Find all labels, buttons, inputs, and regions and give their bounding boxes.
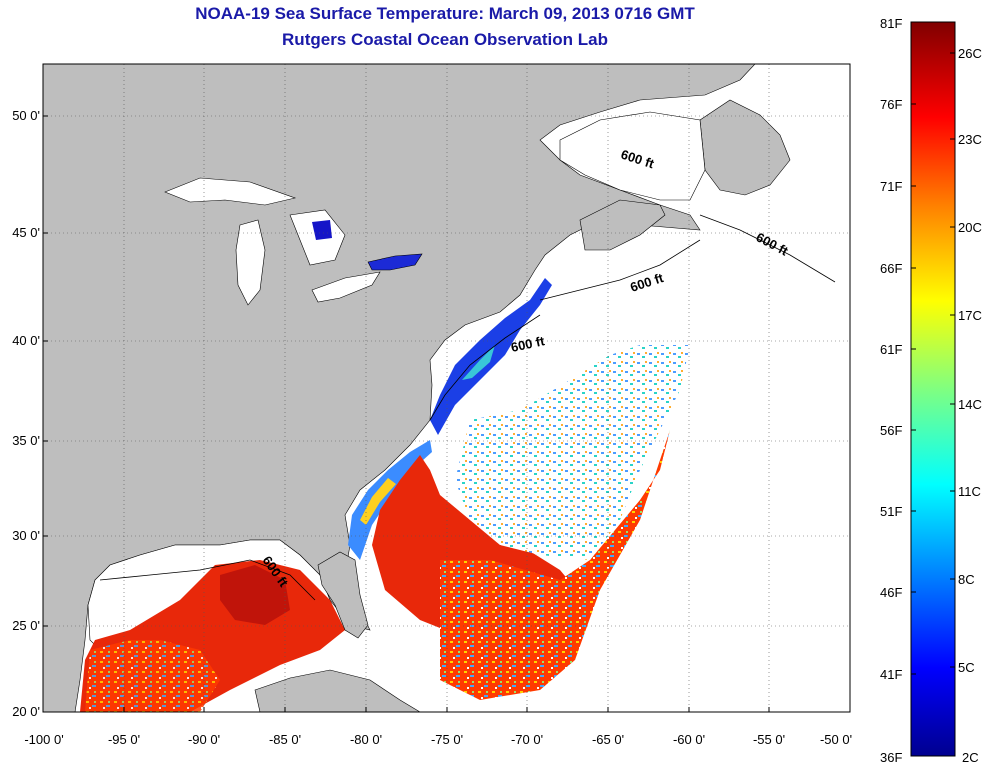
colorbar-c-label: 23C: [958, 132, 982, 147]
colorbar-f-label: 56F: [880, 423, 903, 438]
newfoundland-land: [699, 99, 791, 196]
colorbar-c-label: 2C: [962, 750, 979, 765]
colorbar-f-label: 76F: [880, 97, 903, 112]
isobath-600ft-line: [99, 214, 836, 601]
colorbar-c-label: 8C: [958, 572, 975, 587]
colorbar-c-label: 11C: [958, 484, 981, 499]
lat-label: 25 0': [12, 618, 40, 633]
lake-michigan: [235, 219, 266, 306]
lat-label: 30 0': [12, 528, 40, 543]
lon-label: -90 0': [187, 732, 221, 747]
loop-current: [220, 565, 290, 625]
sargasso-speckle: [440, 430, 670, 700]
colorbar-f-label: 66F: [880, 261, 903, 276]
lake-erie: [311, 271, 381, 303]
colorbar-c-label: 14C: [958, 397, 982, 412]
offshore-patchy-data: [455, 345, 690, 560]
lon-label: -75 0': [430, 732, 464, 747]
gulf-st-lawrence: [559, 111, 706, 201]
shelf-warm-edge: [462, 345, 495, 380]
colorbar-f-label: 81F: [880, 16, 903, 31]
lon-label: -80 0': [349, 732, 383, 747]
colorbar-f-label: 41F: [880, 667, 903, 682]
florida-land: [317, 551, 369, 639]
colorbar-f-label: 46F: [880, 585, 903, 600]
lake-superior: [164, 177, 297, 206]
colorbar-f-label: 51F: [880, 504, 903, 519]
lake-ontario: [367, 253, 423, 271]
lat-label: 20 0': [12, 704, 40, 719]
lon-label: -65 0': [591, 732, 625, 747]
isobath-label: 600 ft: [510, 333, 547, 355]
colorbar-ticks: [911, 52, 955, 675]
colorbar-f-label: 71F: [880, 179, 903, 194]
colorbar-c-label: 17C: [958, 308, 982, 323]
colorbar-c-label: 26C: [958, 46, 982, 61]
lon-label: -60 0': [672, 732, 706, 747]
map-area: [43, 64, 850, 712]
gulf-speckle: [85, 640, 220, 712]
colorbar-c-label: 5C: [958, 660, 975, 675]
lat-label: 35 0': [12, 433, 40, 448]
colorbar-f-label: 36F: [880, 750, 903, 765]
lon-label: -50 0': [819, 732, 853, 747]
lat-label: 40 0': [12, 333, 40, 348]
lon-label: -70 0': [510, 732, 544, 747]
colorbar-c-label: 20C: [958, 220, 982, 235]
southeast-band-inner: [360, 478, 396, 525]
lon-label: -85 0': [268, 732, 302, 747]
lake-huron-deep: [312, 220, 332, 240]
map-subtitle: Rutgers Coastal Ocean Observation Lab: [282, 30, 608, 49]
cuba-land: [254, 669, 421, 712]
lat-label: 45 0': [12, 225, 40, 240]
colorbar-f-label: 61F: [880, 342, 903, 357]
lon-label: -100 0': [24, 732, 64, 747]
lon-label: -95 0': [107, 732, 141, 747]
map-title: NOAA-19 Sea Surface Temperature: March 0…: [195, 4, 695, 23]
lat-label: 50 0': [12, 108, 40, 123]
nova-scotia-land: [579, 199, 666, 251]
colorbar: [910, 21, 956, 757]
grid-lines: [43, 64, 850, 712]
lon-label: -55 0': [752, 732, 786, 747]
axis-ticks: [43, 115, 770, 712]
